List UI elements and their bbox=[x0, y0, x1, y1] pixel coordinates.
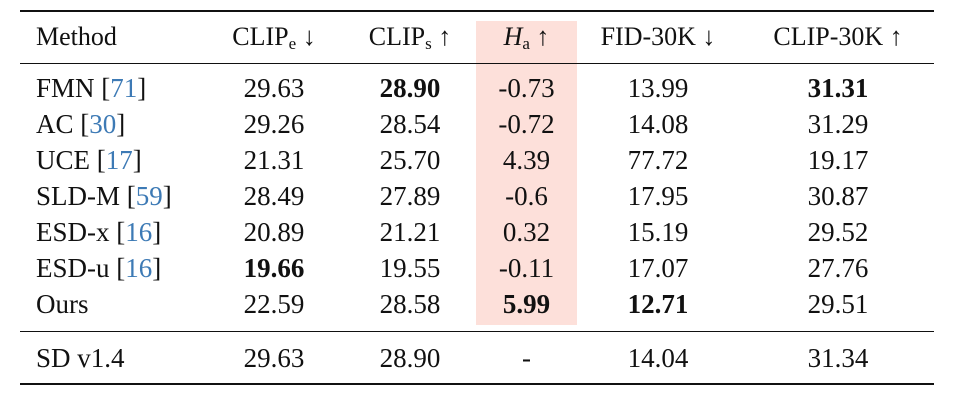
method-name: AC [30] bbox=[36, 109, 126, 139]
method-label: SLD-M bbox=[36, 181, 121, 211]
table-cell: 22.59 bbox=[243, 289, 305, 319]
table-cell: 25.70 bbox=[379, 145, 441, 175]
table-cell: 28.54 bbox=[379, 109, 441, 139]
table-cell: 19.17 bbox=[807, 145, 869, 175]
bottom-rule bbox=[20, 383, 934, 385]
method-name: ESD-u [16] bbox=[36, 253, 162, 283]
method-label: AC bbox=[36, 109, 74, 139]
citation-link[interactable]: 16 bbox=[125, 253, 153, 283]
baseline-method: SD v1.4 bbox=[36, 343, 125, 373]
citation-link[interactable]: 17 bbox=[105, 145, 133, 175]
table-cell: 31.29 bbox=[807, 109, 869, 139]
header-clip-e: CLIPe ↓ bbox=[232, 22, 316, 53]
method-label: FMN bbox=[36, 73, 95, 103]
table-cell: -0.72 bbox=[498, 109, 555, 139]
method-name: ESD-x [16] bbox=[36, 217, 162, 247]
table-cell: 19.55 bbox=[379, 253, 441, 283]
table-cell: 27.89 bbox=[379, 181, 441, 211]
table-cell: 29.26 bbox=[243, 109, 305, 139]
table-cell: 30.87 bbox=[807, 181, 869, 211]
header-clip-s: CLIPs ↑ bbox=[368, 22, 452, 53]
header-rule bbox=[20, 63, 934, 65]
table-cell: 77.72 bbox=[627, 145, 689, 175]
method-label: UCE bbox=[36, 145, 90, 175]
table-row: ESD-u [16] 19.66 19.55 -0.11 17.07 27.76 bbox=[0, 250, 954, 286]
citation-link[interactable]: 59 bbox=[135, 181, 163, 211]
table-cell: 5.99 bbox=[502, 289, 551, 319]
table-cell: 29.63 bbox=[243, 343, 305, 373]
method-label: ESD-x bbox=[36, 217, 110, 247]
header-fid-30k: FID-30K ↓ bbox=[600, 22, 716, 51]
table-row: FMN [71] 29.63 28.90 -0.73 13.99 31.31 bbox=[0, 70, 954, 106]
table-cell: 27.76 bbox=[807, 253, 869, 283]
table-cell: 19.66 bbox=[243, 253, 305, 283]
table-cell: 29.51 bbox=[807, 289, 869, 319]
baseline-row: SD v1.4 29.63 28.90 - 14.04 31.34 bbox=[0, 340, 954, 376]
table-cell: 31.31 bbox=[807, 73, 869, 103]
table-cell: -0.6 bbox=[505, 181, 548, 211]
table-cell: 28.49 bbox=[243, 181, 305, 211]
table-cell: -0.11 bbox=[498, 253, 555, 283]
method-name: FMN [71] bbox=[36, 73, 147, 103]
table-cell: 21.31 bbox=[243, 145, 305, 175]
table-row: Ours 22.59 28.58 5.99 12.71 29.51 bbox=[0, 286, 954, 322]
table-cell: 21.21 bbox=[379, 217, 441, 247]
table-cell: 31.34 bbox=[807, 343, 869, 373]
table-cell: -0.73 bbox=[498, 73, 555, 103]
table-cell: 14.04 bbox=[627, 343, 689, 373]
table-cell: 28.58 bbox=[379, 289, 441, 319]
citation-link[interactable]: 16 bbox=[125, 217, 153, 247]
table-row: SLD-M [59] 28.49 27.89 -0.6 17.95 30.87 bbox=[0, 178, 954, 214]
table-cell: 0.32 bbox=[502, 217, 551, 247]
baseline-rule bbox=[20, 331, 934, 333]
table-cell: 13.99 bbox=[627, 73, 689, 103]
table-cell: 17.95 bbox=[627, 181, 689, 211]
method-label: ESD-u bbox=[36, 253, 110, 283]
method-label: Ours bbox=[36, 289, 89, 319]
table-cell: 20.89 bbox=[243, 217, 305, 247]
table-cell: 29.52 bbox=[807, 217, 869, 247]
table-row: AC [30] 29.26 28.54 -0.72 14.08 31.29 bbox=[0, 106, 954, 142]
header-clip-30k: CLIP-30K ↑ bbox=[773, 22, 903, 51]
table-cell: 4.39 bbox=[502, 145, 551, 175]
top-rule bbox=[20, 10, 934, 12]
header-h-a: Ha ↑ bbox=[503, 22, 550, 53]
table-cell: - bbox=[522, 343, 531, 373]
table-cell: 29.63 bbox=[243, 73, 305, 103]
ha-column-highlight bbox=[476, 21, 577, 325]
table-cell: 14.08 bbox=[627, 109, 689, 139]
table-cell: 17.07 bbox=[627, 253, 689, 283]
table-row: UCE [17] 21.31 25.70 4.39 77.72 19.17 bbox=[0, 142, 954, 178]
method-name: UCE [17] bbox=[36, 145, 142, 175]
method-name: Ours bbox=[36, 286, 89, 322]
header-method: Method bbox=[36, 22, 117, 51]
table-cell: 12.71 bbox=[627, 289, 689, 319]
method-name: SLD-M [59] bbox=[36, 181, 172, 211]
table-cell: 28.90 bbox=[379, 73, 441, 103]
citation-link[interactable]: 30 bbox=[89, 109, 117, 139]
table-cell: 28.90 bbox=[379, 343, 441, 373]
table-row: ESD-x [16] 20.89 21.21 0.32 15.19 29.52 bbox=[0, 214, 954, 250]
citation-link[interactable]: 71 bbox=[110, 73, 138, 103]
header-row: Method CLIPe ↓ CLIPs ↑ Ha ↑ FID-30K ↓ CL… bbox=[0, 19, 954, 55]
table-cell: 15.19 bbox=[627, 217, 689, 247]
